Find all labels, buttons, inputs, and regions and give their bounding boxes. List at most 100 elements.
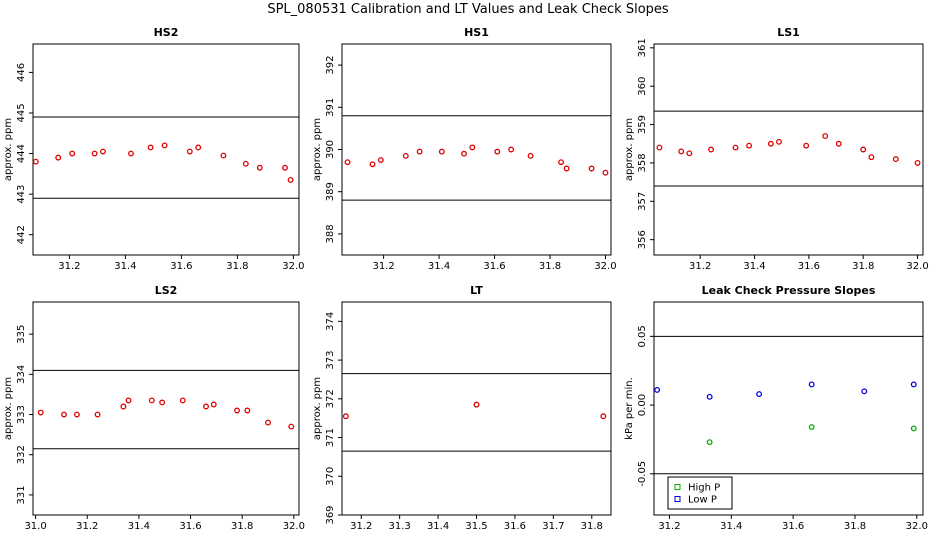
x-tick-label: 31.8 (226, 261, 248, 272)
x-tick-label: 31.4 (128, 521, 150, 532)
data-point (203, 403, 209, 410)
data-point (402, 152, 409, 159)
legend-marker (674, 484, 681, 490)
panel-title: LT (470, 284, 483, 297)
x-tick-label: 32.0 (594, 261, 616, 272)
data-point (120, 403, 127, 410)
y-axis-label: approx. ppm (3, 118, 14, 181)
data-point (558, 159, 565, 166)
data-point (159, 399, 166, 406)
x-tick-label: 31.6 (179, 521, 201, 532)
x-tick-label: 31.5 (465, 521, 487, 532)
x-tick-label: 31.6 (798, 261, 820, 272)
data-point (835, 140, 842, 147)
legend-marker (674, 496, 681, 502)
data-point (602, 169, 609, 176)
data-point (708, 146, 715, 153)
data-point (416, 148, 423, 155)
data-point (860, 146, 867, 153)
plot-frame (341, 43, 612, 256)
y-tick-label: 0.00 (637, 394, 648, 416)
chart-panel-leak-check-pressure-slopes: Leak Check Pressure Slopes kPa per min. 31… (624, 284, 928, 532)
y-tick-label: 359 (637, 115, 648, 134)
data-point (234, 407, 240, 414)
y-tick-label: 442 (16, 225, 27, 244)
x-tick-label: 31.8 (852, 261, 874, 272)
x-tick-label: 31.8 (581, 521, 603, 532)
data-point (656, 144, 663, 151)
y-tick-label: 373 (325, 351, 336, 370)
data-point (94, 411, 101, 418)
data-point (100, 148, 106, 155)
x-tick-label: 32.0 (906, 521, 928, 532)
data-point (242, 160, 249, 167)
y-tick-label: 335 (16, 325, 27, 344)
y-tick-label: 360 (637, 77, 648, 96)
y-axis-label: approx. ppm (312, 377, 323, 440)
y-tick-label: 331 (16, 485, 27, 504)
data-point (892, 156, 899, 163)
y-axis-label: approx. ppm (312, 118, 323, 181)
figure-title: SPL_080531 Calibration and LT Values and… (267, 2, 669, 17)
data-point (600, 413, 607, 420)
data-point (37, 409, 44, 416)
data-point (69, 150, 76, 157)
x-tick-label: 31.0 (24, 521, 46, 532)
data-point (55, 154, 62, 161)
y-tick-label: 332 (16, 445, 27, 464)
y-tick-label: 388 (325, 224, 336, 243)
data-point (803, 142, 810, 149)
x-tick-label: 31.4 (428, 261, 450, 272)
data-point (654, 386, 661, 393)
x-tick-label: 31.4 (114, 261, 136, 272)
panel-title: HS1 (464, 26, 489, 39)
y-tick-label: 370 (325, 467, 336, 486)
plot-frame (653, 301, 924, 516)
x-tick-label: 31.6 (782, 521, 804, 532)
y-tick-label: 0.05 (637, 325, 648, 347)
chart-panel-ls1: LS1 approx. ppm 31.2 31.4 31.6 31.8 32.0 356 357… (624, 26, 929, 272)
data-point (914, 159, 921, 166)
panel-title: LS2 (155, 284, 178, 297)
y-axis-label: approx. ppm (624, 118, 635, 181)
y-tick-label: 369 (325, 505, 336, 524)
y-tick-label: 445 (16, 103, 27, 122)
data-point (220, 152, 227, 159)
data-point (563, 165, 570, 172)
y-tick-label: 374 (325, 312, 336, 331)
x-tick-label: 31.2 (372, 261, 394, 272)
data-point (756, 391, 763, 398)
y-axis-label: kPa per min. (624, 377, 635, 440)
legend-label: High P (688, 483, 720, 494)
data-point (438, 148, 445, 155)
legend-label: Low P (688, 495, 717, 506)
data-point (91, 150, 98, 157)
y-tick-label: 333 (16, 405, 27, 424)
data-point (186, 148, 193, 155)
data-point (32, 158, 39, 165)
data-point (861, 388, 868, 395)
x-tick-label: 31.4 (720, 521, 742, 532)
data-point (342, 413, 349, 420)
panel-title: Leak Check Pressure Slopes (702, 284, 876, 297)
x-tick-label: 31.8 (231, 521, 253, 532)
plot-frame (32, 43, 300, 256)
data-point (776, 138, 782, 145)
panel-title: HS2 (154, 26, 179, 39)
y-tick-label: 389 (325, 182, 336, 201)
data-point (706, 393, 713, 400)
y-tick-label: 361 (637, 38, 648, 57)
panel-title: LS1 (777, 26, 800, 39)
chart-panel-ls2: LS2 approx. ppm 31.0 31.2 31.4 31.6 31.8 32.0 33… (3, 284, 305, 532)
y-tick-label: 358 (637, 153, 648, 172)
y-tick-label: 356 (637, 230, 648, 249)
x-tick-label: 31.2 (58, 261, 80, 272)
x-tick-label: 32.0 (283, 521, 305, 532)
data-point (161, 142, 168, 149)
x-tick-label: 32.0 (282, 261, 304, 272)
data-point (210, 401, 217, 408)
y-tick-label: 372 (325, 389, 336, 408)
y-tick-label: -0.05 (637, 461, 648, 487)
y-tick-label: 390 (325, 140, 336, 159)
x-tick-label: 32.0 (906, 261, 928, 272)
